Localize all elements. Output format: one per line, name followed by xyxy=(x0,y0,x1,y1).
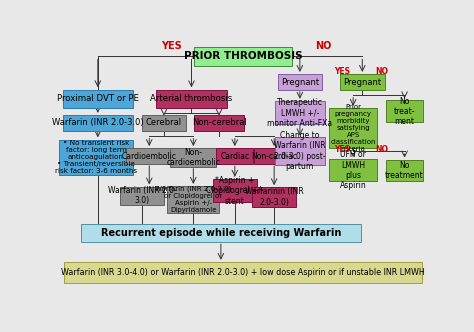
Text: Warfarin (INR 2.0-
3.0): Warfarin (INR 2.0- 3.0) xyxy=(108,186,176,206)
Text: UFH or
LMWH
plus
Aspirin: UFH or LMWH plus Aspirin xyxy=(340,150,366,190)
Text: Non-
cardioembolic: Non- cardioembolic xyxy=(166,148,220,167)
Text: Warfarin (INR 2.0-3.0)
or Clopidogrel or
Aspirin +/-
Dipyridamole: Warfarin (INR 2.0-3.0) or Clopidogrel or… xyxy=(155,186,232,213)
FancyBboxPatch shape xyxy=(329,159,377,181)
Text: Non-cardiac: Non-cardiac xyxy=(251,152,297,161)
FancyBboxPatch shape xyxy=(340,74,384,90)
Text: Arterial thrombosis: Arterial thrombosis xyxy=(150,94,233,103)
Text: NO: NO xyxy=(375,66,388,75)
FancyBboxPatch shape xyxy=(170,148,217,167)
FancyBboxPatch shape xyxy=(142,115,186,131)
FancyBboxPatch shape xyxy=(64,262,422,283)
FancyBboxPatch shape xyxy=(275,101,325,124)
Text: Prior
pregnancy
morbidity
satisfying
APS
classification
criteria: Prior pregnancy morbidity satisfying APS… xyxy=(330,104,376,152)
Text: Non-cerebral: Non-cerebral xyxy=(191,119,246,127)
FancyBboxPatch shape xyxy=(386,100,423,123)
FancyBboxPatch shape xyxy=(119,187,164,205)
Text: *Aspirin +
Clopidogrel +/-
stent: *Aspirin + Clopidogrel +/- stent xyxy=(206,176,264,206)
FancyBboxPatch shape xyxy=(278,74,322,90)
Text: No
treatment: No treatment xyxy=(385,160,424,180)
Text: Change to
Warfarin (INR
2.0-3.0) post-
partum: Change to Warfarin (INR 2.0-3.0) post- p… xyxy=(274,131,326,171)
Text: NO: NO xyxy=(316,41,332,51)
FancyBboxPatch shape xyxy=(59,140,133,175)
FancyBboxPatch shape xyxy=(167,186,219,213)
Text: Pregnant: Pregnant xyxy=(281,77,319,87)
FancyBboxPatch shape xyxy=(216,148,254,164)
FancyBboxPatch shape xyxy=(329,108,377,148)
FancyBboxPatch shape xyxy=(275,137,325,165)
Text: Cardioembolic: Cardioembolic xyxy=(122,152,177,161)
FancyBboxPatch shape xyxy=(194,47,292,66)
Text: Cardiac: Cardiac xyxy=(220,152,249,161)
Text: PRIOR THROMBOSIS: PRIOR THROMBOSIS xyxy=(183,51,302,61)
FancyBboxPatch shape xyxy=(81,224,361,242)
Text: Warfarin (INR 2.0-3.0): Warfarin (INR 2.0-3.0) xyxy=(52,119,144,127)
Text: Recurrent episode while receiving Warfarin: Recurrent episode while receiving Warfar… xyxy=(100,228,341,238)
FancyBboxPatch shape xyxy=(254,148,294,164)
Text: Cerebral: Cerebral xyxy=(146,119,182,127)
Text: No
treat-
ment: No treat- ment xyxy=(394,97,415,126)
Text: YES: YES xyxy=(334,66,350,75)
Text: Warfarinin (INR
2.0-3.0): Warfarinin (INR 2.0-3.0) xyxy=(245,187,303,207)
FancyBboxPatch shape xyxy=(126,148,173,164)
FancyBboxPatch shape xyxy=(252,187,296,207)
FancyBboxPatch shape xyxy=(156,90,227,108)
FancyBboxPatch shape xyxy=(194,115,244,131)
Text: YES: YES xyxy=(334,145,350,154)
FancyBboxPatch shape xyxy=(63,90,133,108)
Text: Pregnant: Pregnant xyxy=(343,77,382,87)
Text: Proximal DVT or PE: Proximal DVT or PE xyxy=(57,94,139,103)
Text: YES: YES xyxy=(161,41,182,51)
Text: Warfarin (INR 3.0-4.0) or Warfarin (INR 2.0-3.0) + low dose Aspirin or if unstab: Warfarin (INR 3.0-4.0) or Warfarin (INR … xyxy=(61,268,425,277)
Text: • No transient risk
factor: long term
anticoagulation
• Transient/reversible
ris: • No transient risk factor: long term an… xyxy=(55,140,137,174)
FancyBboxPatch shape xyxy=(213,179,257,202)
Text: Therapeutic
LMWH +/-
monitor Anti-FXa: Therapeutic LMWH +/- monitor Anti-FXa xyxy=(267,98,332,127)
FancyBboxPatch shape xyxy=(386,160,423,181)
Text: NO: NO xyxy=(375,145,388,154)
FancyBboxPatch shape xyxy=(63,115,133,131)
